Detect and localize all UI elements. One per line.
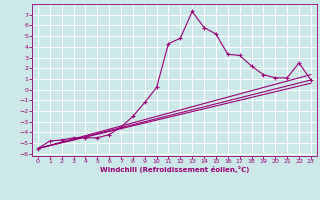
X-axis label: Windchill (Refroidissement éolien,°C): Windchill (Refroidissement éolien,°C) (100, 166, 249, 173)
